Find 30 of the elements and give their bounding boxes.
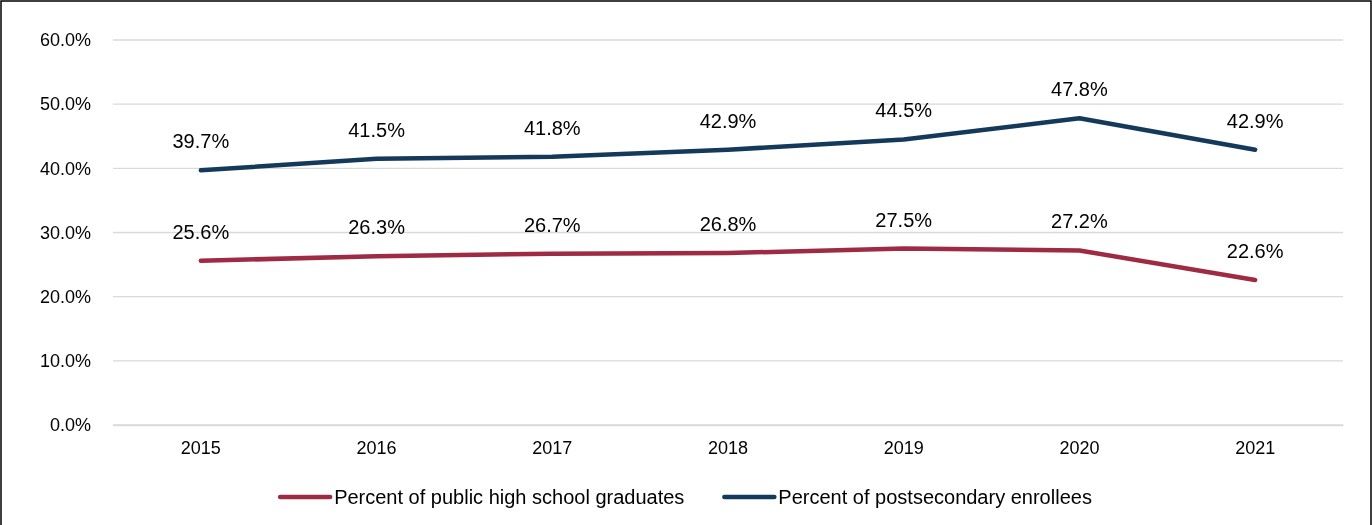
- x-tick-label: 2017: [532, 437, 573, 458]
- data-label: 26.8%: [699, 213, 757, 236]
- y-tick-label: 60.0%: [39, 30, 91, 51]
- x-tick-label: 2019: [883, 437, 924, 458]
- x-tick-label: 2015: [180, 437, 221, 458]
- data-label: 39.7%: [172, 130, 230, 153]
- data-label: 26.7%: [523, 213, 581, 236]
- data-label: 27.2%: [1051, 210, 1108, 233]
- data-label: 27.5%: [875, 208, 933, 231]
- x-tick-label: 2020: [1059, 437, 1100, 458]
- y-tick-label: 30.0%: [39, 222, 91, 243]
- data-label: 41.8%: [523, 116, 581, 139]
- data-label: 42.9%: [699, 109, 757, 132]
- legend-label: Percent of public high school graduates: [334, 486, 685, 508]
- legend-label: Percent of postsecondary enrollees: [778, 486, 1092, 508]
- y-tick-label: 50.0%: [39, 94, 91, 115]
- data-label: 25.6%: [172, 220, 230, 243]
- data-label: 42.9%: [1226, 109, 1284, 132]
- x-tick-label: 2021: [1235, 437, 1276, 458]
- data-label: 47.8%: [1051, 78, 1108, 101]
- data-label: 44.5%: [875, 99, 933, 122]
- y-tick-label: 0.0%: [49, 415, 91, 436]
- data-label: 41.5%: [348, 118, 406, 141]
- data-label: 22.6%: [1226, 239, 1284, 262]
- y-tick-label: 10.0%: [39, 351, 91, 372]
- y-tick-label: 40.0%: [39, 158, 91, 179]
- y-tick-label: 20.0%: [39, 286, 91, 307]
- x-tick-label: 2018: [707, 437, 749, 458]
- data-label: 26.3%: [348, 216, 406, 239]
- x-tick-label: 2016: [356, 437, 397, 458]
